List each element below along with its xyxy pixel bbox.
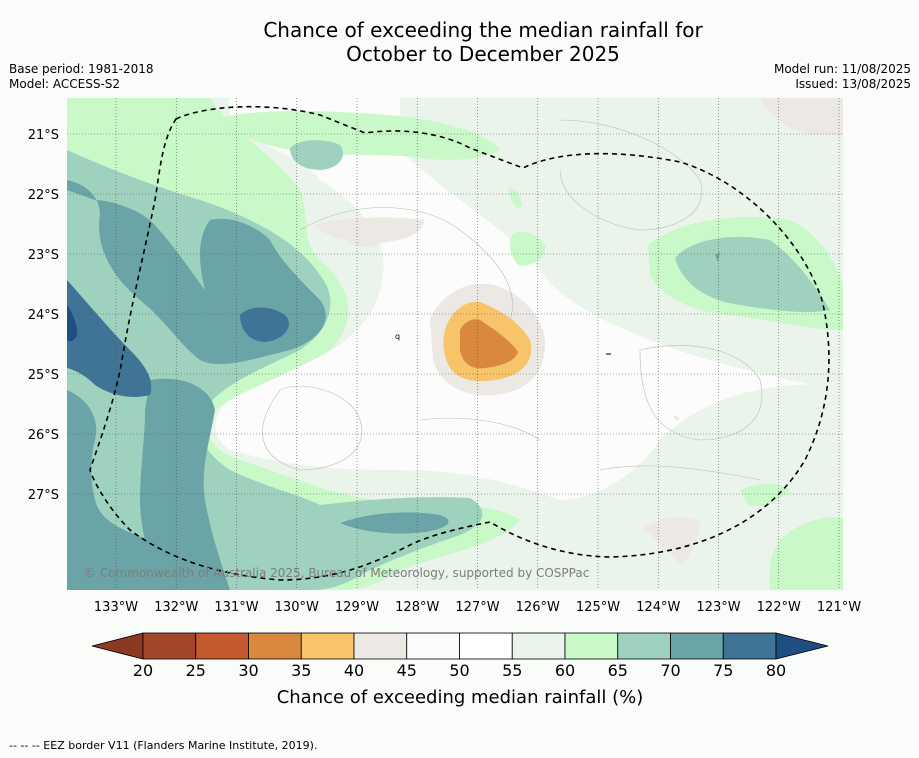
title-line-2: October to December 2025: [346, 42, 620, 66]
lon-label: 130°W: [275, 600, 319, 615]
colorbar-segment: [617, 632, 671, 660]
map-panel: q: [67, 98, 843, 590]
lon-label: 132°W: [154, 600, 198, 615]
colorbar-tick-label: 30: [238, 661, 258, 680]
lon-label: 122°W: [757, 600, 801, 615]
contour-75-80: [67, 280, 289, 397]
colorbar: 20 25 30 35 40 45 50 55 60 65 70 75 80: [91, 632, 829, 680]
lon-label: 125°W: [576, 600, 620, 615]
lon-label: 127°W: [455, 600, 499, 615]
issued-text: Issued: 13/08/2025: [795, 77, 911, 91]
lon-label: 128°W: [395, 600, 439, 615]
contour-30-35: [460, 319, 518, 369]
copyright-text: © Commonwealth of Australia 2025, Bureau…: [84, 566, 589, 580]
lat-label: 21°S: [28, 128, 59, 143]
longitude-labels: 133°W 132°W 131°W 130°W 129°W 128°W 127°W 126°W…: [94, 600, 861, 615]
colorbar-segment: [511, 632, 566, 660]
colorbar-tick-label: 35: [291, 661, 311, 680]
lat-label: 25°S: [28, 368, 59, 383]
colorbar-tick-label: 70: [660, 661, 680, 680]
base-period-text: Base period: 1981-2018: [9, 62, 154, 76]
meta-left: Base period: 1981-2018 Model: ACCESS-S2: [9, 62, 154, 92]
colorbar-segment: [722, 632, 777, 660]
colorbar-tick-label: 50: [449, 661, 469, 680]
lon-label: 124°W: [636, 600, 680, 615]
lat-label: 24°S: [28, 308, 59, 323]
lat-label: 23°S: [28, 248, 59, 263]
model-run-text: Model run: 11/08/2025: [773, 62, 911, 76]
title-line-1: Chance of exceeding the median rainfall …: [263, 18, 703, 42]
colorbar-segment: [300, 632, 355, 660]
colorbar-tick-label: 55: [502, 661, 522, 680]
colorbar-tick-label: 60: [555, 661, 575, 680]
colorbar-segment: [564, 632, 619, 660]
lon-label: 126°W: [516, 600, 560, 615]
colorbar-label: Chance of exceeding median rainfall (%): [277, 687, 644, 708]
lat-label: 26°S: [28, 428, 59, 443]
graticule: [67, 98, 843, 590]
model-text: Model: ACCESS-S2: [9, 77, 121, 91]
colorbar-tick-label: 80: [766, 661, 786, 680]
lon-label: 121°W: [817, 600, 861, 615]
lat-label: 27°S: [28, 488, 59, 503]
map-title: Chance of exceeding the median rainfall …: [0, 18, 919, 66]
contour-mark-a: q: [395, 332, 400, 341]
colorbar-segment: [406, 632, 460, 660]
lon-label: 131°W: [214, 600, 258, 615]
colorbar-segment: [459, 632, 513, 660]
lon-label: 133°W: [94, 600, 138, 615]
lon-label: 123°W: [696, 600, 740, 615]
colorbar-tick-label: 25: [186, 661, 206, 680]
colorbar-under-arrow: [91, 632, 144, 660]
colorbar-tick-label: 75: [713, 661, 733, 680]
lat-label: 22°S: [28, 188, 59, 203]
colorbar-segment: [142, 632, 197, 660]
colorbar-segment: [248, 632, 302, 660]
lon-label: 129°W: [335, 600, 379, 615]
colorbar-segment: [670, 632, 724, 660]
colorbar-segment: [353, 632, 408, 660]
colorbar-tick-label: 40: [344, 661, 364, 680]
colorbar-over-arrow: [775, 632, 829, 660]
colorbar-tick-label: 65: [608, 661, 628, 680]
latitude-labels: 21°S 22°S 23°S 24°S 25°S 26°S 27°S: [28, 128, 59, 503]
colorbar-tick-label: 20: [133, 661, 153, 680]
eez-border: [89, 105, 830, 581]
meta-right: Model run: 11/08/2025 Issued: 13/08/2025: [774, 62, 911, 92]
colorbar-tick-label: 45: [397, 661, 417, 680]
eez-footer-note: -- -- -- EEZ border V11 (Flanders Marine…: [9, 739, 318, 752]
colorbar-segment: [195, 632, 249, 660]
contour-over-80: [67, 305, 78, 342]
